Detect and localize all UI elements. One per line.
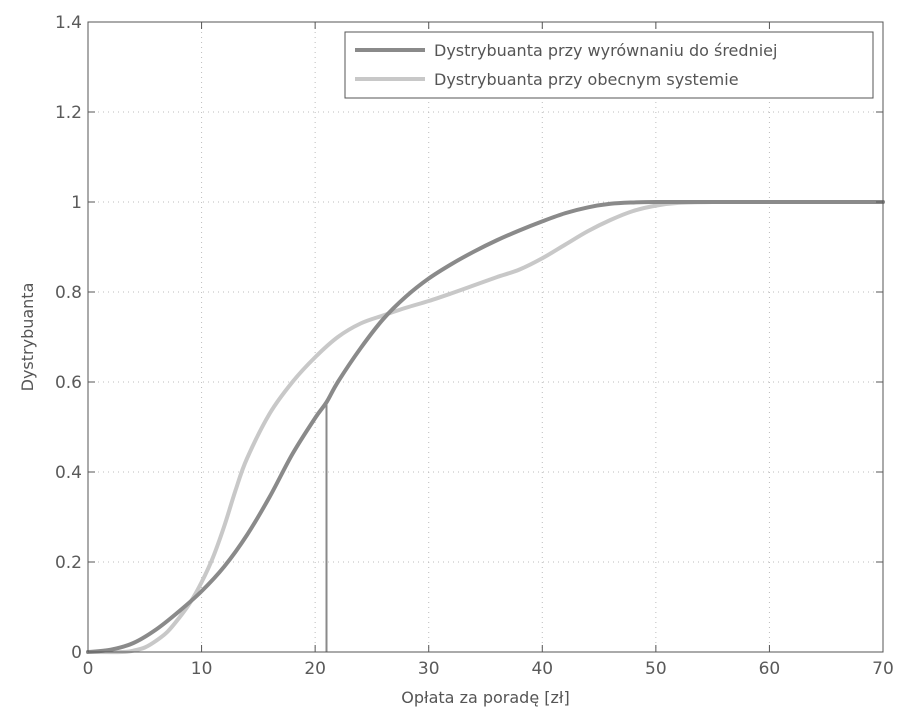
x-tick-label: 10 bbox=[191, 659, 213, 679]
legend-box bbox=[344, 31, 874, 99]
plot-area bbox=[86, 199, 885, 655]
y-tick-label: 0.8 bbox=[55, 283, 82, 303]
x-tick-label: 60 bbox=[759, 659, 781, 679]
series-line-1 bbox=[86, 199, 885, 654]
x-tick-label: 30 bbox=[418, 659, 440, 679]
grid bbox=[88, 22, 883, 652]
series-line-2 bbox=[86, 199, 885, 655]
legend-label-series-1: Dystrybuanta przy wyrównaniu do średniej bbox=[434, 41, 777, 60]
legend: Dystrybuanta przy wyrównaniu do średniej… bbox=[344, 31, 874, 99]
y-tick-label: 0.2 bbox=[55, 553, 82, 573]
plot-frame bbox=[87, 21, 884, 653]
x-tick-label: 40 bbox=[531, 659, 553, 679]
y-axis-label: Dystrybuanta bbox=[18, 283, 37, 392]
x-tick-label: 70 bbox=[872, 659, 894, 679]
y-tick-label: 0.6 bbox=[55, 373, 82, 393]
axes-ticks: 0 10 20 30 40 50 60 70 0 0.2 0.4 0.6 0.8 1 1.2 1.4 bbox=[55, 13, 894, 679]
y-tick-label: 1.4 bbox=[55, 13, 82, 33]
x-tick-label: 0 bbox=[83, 659, 94, 679]
y-tick-label: 1.2 bbox=[55, 103, 82, 123]
x-axis-label: Opłata za poradę [zł] bbox=[401, 688, 569, 707]
y-tick-label: 1 bbox=[71, 193, 82, 213]
y-tick-label: 0 bbox=[71, 643, 82, 663]
x-tick-label: 50 bbox=[645, 659, 667, 679]
x-tick-label: 20 bbox=[304, 659, 326, 679]
y-tick-label: 0.4 bbox=[55, 463, 82, 483]
legend-label-series-2: Dystrybuanta przy obecnym systemie bbox=[434, 70, 739, 89]
